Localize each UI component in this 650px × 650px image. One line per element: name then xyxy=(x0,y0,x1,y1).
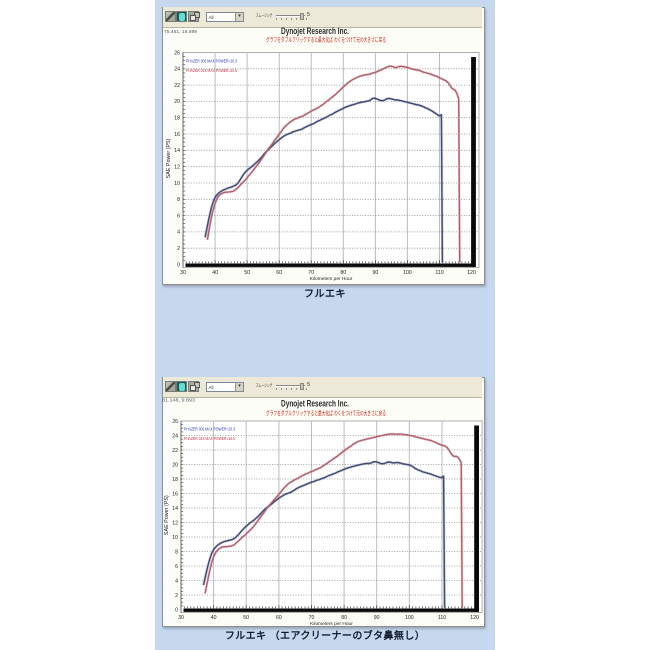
svg-text:81.148, 9.893: 81.148, 9.893 xyxy=(162,398,196,403)
svg-text:4: 4 xyxy=(175,578,178,584)
svg-text:14: 14 xyxy=(172,506,178,512)
svg-text:PHAZER 002 MAX POWER=20.3: PHAZER 002 MAX POWER=20.3 xyxy=(186,59,237,64)
svg-text:グラフをダブルクリックすると最大化ば わくをつけて元の大きさ: グラフをダブルクリックすると最大化ば わくをつけて元の大きさに戻る xyxy=(266,36,386,44)
svg-text:8: 8 xyxy=(175,549,178,555)
svg-text:24: 24 xyxy=(174,67,180,73)
svg-text:8: 8 xyxy=(177,197,180,203)
svg-text:10: 10 xyxy=(172,535,178,541)
svg-text:80: 80 xyxy=(341,615,347,621)
svg-text:20: 20 xyxy=(172,462,178,468)
svg-text:70: 70 xyxy=(308,270,314,276)
svg-text:70: 70 xyxy=(309,615,315,621)
svg-text:2: 2 xyxy=(175,593,178,599)
svg-text:6: 6 xyxy=(177,213,180,219)
svg-text:100: 100 xyxy=(403,270,412,276)
svg-text:26: 26 xyxy=(174,50,180,56)
svg-text:14: 14 xyxy=(174,148,180,154)
svg-text:24: 24 xyxy=(172,433,178,439)
svg-text:100: 100 xyxy=(405,615,414,621)
svg-text:110: 110 xyxy=(435,270,443,276)
svg-text:18: 18 xyxy=(174,116,180,122)
svg-text:40: 40 xyxy=(211,615,217,621)
svg-text:50: 50 xyxy=(244,270,250,276)
svg-text:2: 2 xyxy=(177,246,180,252)
svg-text:80: 80 xyxy=(340,270,346,276)
svg-text:18: 18 xyxy=(172,477,178,483)
svg-text:PHAZER 01X MAX POWER=24.6: PHAZER 01X MAX POWER=24.6 xyxy=(184,436,235,441)
svg-text:60: 60 xyxy=(276,615,282,621)
svg-text:20: 20 xyxy=(174,99,180,105)
svg-text:50: 50 xyxy=(243,615,249,621)
svg-text:Kilometers per Hour: Kilometers per Hour xyxy=(310,621,353,627)
svg-text:120: 120 xyxy=(470,615,479,621)
svg-text:110: 110 xyxy=(438,615,446,621)
svg-text:PHAZER 002 MAX POWER=20.3: PHAZER 002 MAX POWER=20.3 xyxy=(184,427,235,432)
svg-text:PHAZER 01X MAX POWER=24.6: PHAZER 01X MAX POWER=24.6 xyxy=(186,68,237,73)
svg-text:16: 16 xyxy=(172,491,178,497)
svg-text:SAE Power (PS): SAE Power (PS) xyxy=(166,138,172,178)
svg-text:Dynojet Research Inc.: Dynojet Research Inc. xyxy=(281,399,349,409)
svg-text:40: 40 xyxy=(212,270,218,276)
svg-text:6: 6 xyxy=(175,564,178,570)
svg-text:4: 4 xyxy=(177,230,180,236)
svg-text:グラフをダブルクリックすると最大化ば わくをつけて元の大きさ: グラフをダブルクリックすると最大化ば わくをつけて元の大きさに戻る xyxy=(266,409,386,417)
svg-text:12: 12 xyxy=(174,165,180,171)
svg-text:Kilometers per Hour: Kilometers per Hour xyxy=(310,276,353,282)
svg-text:22: 22 xyxy=(172,448,178,454)
svg-text:10: 10 xyxy=(174,181,180,187)
svg-text:Dynojet Research Inc.: Dynojet Research Inc. xyxy=(281,26,349,36)
svg-text:90: 90 xyxy=(373,270,379,276)
svg-text:26: 26 xyxy=(172,419,178,425)
svg-text:12: 12 xyxy=(172,520,178,526)
svg-text:0: 0 xyxy=(177,262,180,268)
svg-text:120: 120 xyxy=(467,270,476,276)
svg-text:90: 90 xyxy=(374,615,380,621)
svg-text:30: 30 xyxy=(178,615,184,621)
svg-text:22: 22 xyxy=(174,83,180,89)
svg-text:SAE Power (PS): SAE Power (PS) xyxy=(164,495,170,535)
svg-text:75.461, 18.699: 75.461, 18.699 xyxy=(164,29,198,34)
svg-text:60: 60 xyxy=(276,270,282,276)
svg-text:0: 0 xyxy=(175,607,178,613)
svg-text:16: 16 xyxy=(174,132,180,138)
svg-text:30: 30 xyxy=(180,270,186,276)
